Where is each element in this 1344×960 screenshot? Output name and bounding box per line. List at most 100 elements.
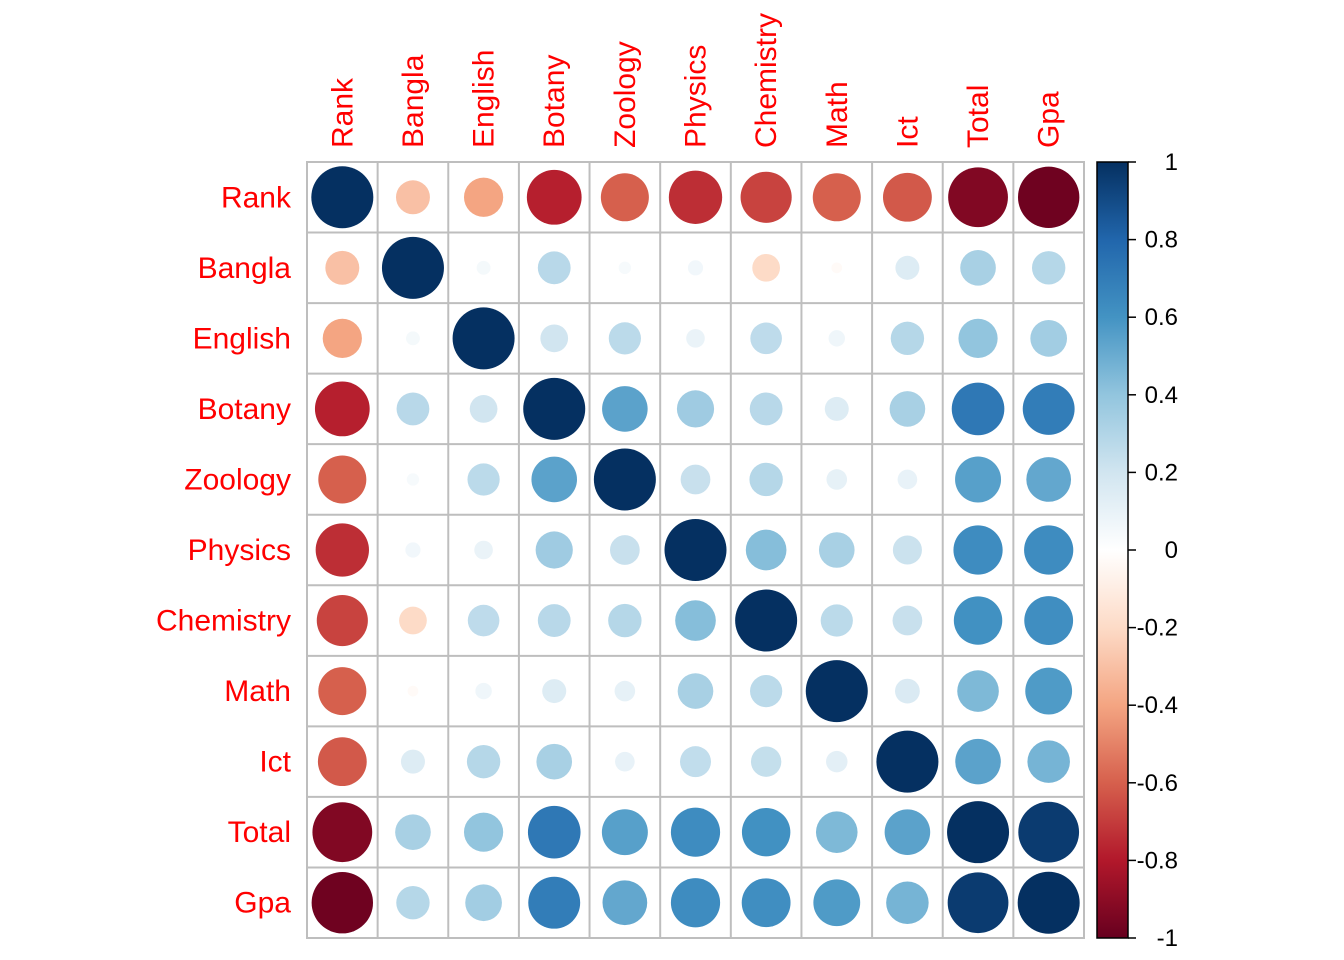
colorbar-tick-label: -0.6 <box>1137 770 1178 797</box>
corr-circle-chemistry-botany <box>537 604 571 637</box>
corr-circle-math-bangla <box>407 685 419 697</box>
corr-circle-gpa-physics <box>670 878 721 928</box>
corr-circle-gpa-ict <box>886 881 929 924</box>
corr-circle-chemistry-rank <box>316 594 368 647</box>
corr-circle-bangla-chemistry <box>752 253 780 282</box>
corr-circle-chemistry-physics <box>675 600 716 641</box>
corr-circle-bangla-gpa <box>1031 251 1066 285</box>
colorbar-tick-label: -1 <box>1157 925 1178 952</box>
corr-circle-botany-bangla <box>396 392 430 426</box>
corr-circle-rank-math <box>812 173 861 222</box>
corr-circle-botany-rank <box>314 381 370 437</box>
corr-circle-gpa-bangla <box>396 886 430 920</box>
corr-circle-gpa-math <box>813 879 861 927</box>
corr-circle-botany-physics <box>676 390 715 428</box>
correlation-circles <box>311 166 1080 934</box>
corr-circle-total-rank <box>312 802 373 863</box>
colorbar-tick-label: -0.8 <box>1137 847 1178 874</box>
column-label: Gpa <box>1033 91 1066 148</box>
column-label: English <box>468 50 501 148</box>
corr-circle-ict-ict <box>876 730 939 793</box>
corr-circle-physics-chemistry <box>745 529 787 571</box>
corr-circle-math-english <box>475 682 492 700</box>
corr-circle-botany-chemistry <box>749 392 783 426</box>
corr-circle-zoology-gpa <box>1026 457 1072 502</box>
corr-circle-ict-rank <box>317 737 367 787</box>
column-label: Chemistry <box>750 13 783 148</box>
corr-circle-rank-zoology <box>600 173 649 222</box>
corr-circle-zoology-total <box>955 456 1002 503</box>
corr-circle-english-botany <box>540 324 569 353</box>
corr-circle-physics-gpa <box>1024 525 1074 575</box>
corr-circle-botany-total <box>951 382 1005 436</box>
corr-circle-math-botany <box>542 679 567 704</box>
corr-circle-zoology-bangla <box>406 473 420 486</box>
corr-circle-ict-chemistry <box>750 746 782 777</box>
corr-circle-rank-botany <box>526 169 582 225</box>
corr-circle-ict-total <box>955 738 1001 785</box>
corr-circle-bangla-ict <box>895 255 920 280</box>
corr-circle-chemistry-math <box>820 604 853 637</box>
corr-circle-total-botany <box>527 805 581 859</box>
column-label: Bangla <box>397 54 430 148</box>
corr-circle-zoology-ict <box>897 469 918 490</box>
corr-circle-english-physics <box>686 329 705 348</box>
corr-circle-math-gpa <box>1025 667 1073 715</box>
corr-circle-botany-ict <box>889 391 926 427</box>
corr-circle-total-chemistry <box>741 807 791 857</box>
corr-circle-math-total <box>957 670 999 712</box>
corr-circle-botany-math <box>824 396 849 421</box>
corr-circle-physics-total <box>953 525 1003 575</box>
row-label: Total <box>228 816 291 849</box>
corr-circle-total-total <box>947 801 1010 864</box>
corr-circle-botany-english <box>469 395 498 423</box>
corr-circle-english-english <box>452 307 515 370</box>
colorbar-tick-label: 0.6 <box>1145 304 1178 331</box>
corr-circle-bangla-zoology <box>618 261 632 275</box>
corr-circle-gpa-botany <box>528 876 581 929</box>
row-label: Chemistry <box>156 605 291 638</box>
corr-circle-bangla-botany <box>537 251 571 285</box>
column-label: Math <box>821 81 854 148</box>
corr-circle-zoology-english <box>467 463 500 496</box>
corr-circle-zoology-rank <box>318 455 367 504</box>
corr-circle-math-chemistry <box>750 674 783 708</box>
corr-circle-chemistry-total <box>953 596 1003 645</box>
corr-circle-total-math <box>815 811 858 853</box>
corr-circle-physics-zoology <box>609 535 640 565</box>
corr-circle-zoology-physics <box>680 464 711 495</box>
colorbar-tick-label: 0.8 <box>1145 227 1178 254</box>
corr-circle-total-gpa <box>1018 801 1080 863</box>
colorbar-tick-label: 0.4 <box>1145 382 1178 409</box>
corr-circle-chemistry-bangla <box>399 606 427 635</box>
colorbar-tick-label: -0.4 <box>1137 692 1178 719</box>
corr-circle-english-gpa <box>1030 320 1068 357</box>
corr-circle-total-physics <box>670 807 721 857</box>
corr-circle-rank-bangla <box>395 180 430 215</box>
corr-circle-english-bangla <box>406 331 420 346</box>
corr-circle-chemistry-gpa <box>1024 596 1074 645</box>
corr-circle-chemistry-ict <box>892 605 923 636</box>
corr-circle-gpa-english <box>465 884 502 922</box>
column-label: Zoology <box>609 41 642 148</box>
corr-circle-ict-zoology <box>615 751 635 772</box>
corr-circle-ict-math <box>826 750 848 773</box>
corr-circle-bangla-total <box>960 250 996 286</box>
corr-circle-zoology-chemistry <box>749 462 783 497</box>
row-label: Zoology <box>184 463 291 496</box>
corr-circle-physics-rank <box>315 523 369 577</box>
corr-circle-physics-math <box>818 532 855 568</box>
column-label: Rank <box>326 77 359 148</box>
corr-circle-total-english <box>463 812 504 852</box>
corr-circle-math-math <box>805 660 868 723</box>
corr-circle-physics-english <box>474 540 493 560</box>
row-label: Gpa <box>234 887 291 920</box>
corr-circle-gpa-chemistry <box>741 878 791 928</box>
corr-circle-english-rank <box>322 318 362 358</box>
row-label: Physics <box>188 534 291 567</box>
corr-circle-english-total <box>958 318 998 358</box>
corr-circle-rank-gpa <box>1017 166 1080 228</box>
corr-circle-gpa-zoology <box>602 880 648 926</box>
column-label: Total <box>962 85 995 148</box>
corr-circle-english-math <box>828 330 845 347</box>
